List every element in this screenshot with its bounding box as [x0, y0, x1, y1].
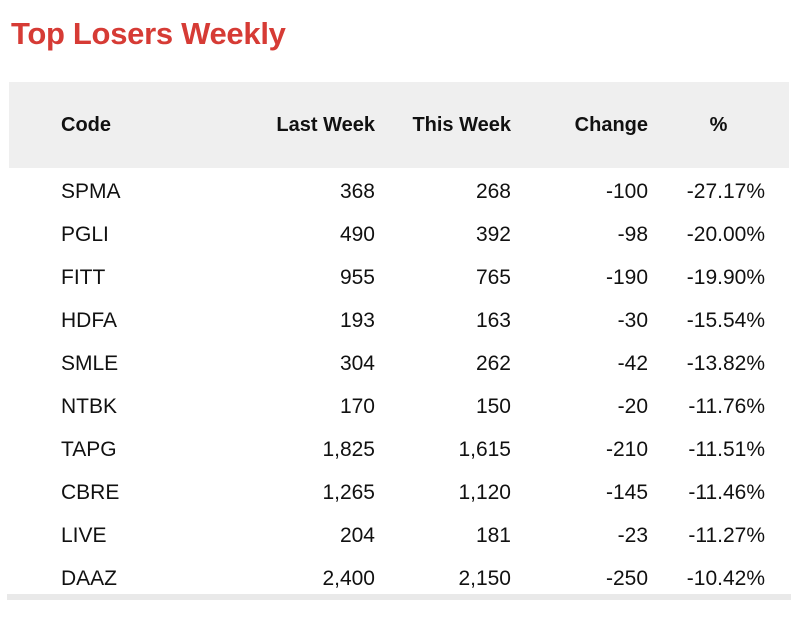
cell-this-week: 1,615: [458, 437, 511, 461]
cell-percent: -11.76%: [688, 394, 765, 418]
cell-this-week: 2,150: [458, 566, 511, 590]
cell-change: -250: [605, 566, 648, 590]
cell-percent: -10.42%: [686, 566, 765, 590]
cell-percent: -19.90%: [686, 265, 765, 289]
cell-percent: -11.27%: [688, 523, 765, 547]
cell-this-week: 1,120: [458, 480, 511, 504]
cell-change: -30: [617, 308, 648, 332]
cell-last-week: 193: [339, 308, 375, 332]
cell-last-week: 304: [339, 351, 375, 375]
cell-this-week: 262: [475, 351, 511, 375]
cell-last-week: 204: [339, 523, 375, 547]
table-body: SPMA 368 268 -100 -27.17% PGLI 490 392 -…: [9, 168, 789, 600]
table-row: FITT 955 765 -190 -19.90%: [9, 256, 789, 299]
cell-this-week: 392: [475, 222, 511, 246]
cell-change: -100: [605, 179, 648, 203]
table-row: DAAZ 2,400 2,150 -250 -10.42%: [9, 557, 789, 600]
table-row: PGLI 490 392 -98 -20.00%: [9, 213, 789, 256]
table-bottom-border: [7, 594, 791, 600]
page-title: Top Losers Weekly: [11, 16, 286, 51]
cell-change: -190: [605, 265, 648, 289]
cell-code: DAAZ: [61, 566, 118, 590]
cell-this-week: 163: [475, 308, 511, 332]
cell-code: SMLE: [61, 351, 119, 375]
table-row: NTBK 170 150 -20 -11.76%: [9, 385, 789, 428]
cell-code: PGLI: [61, 222, 109, 246]
cell-last-week: 1,825: [322, 437, 375, 461]
header-percent: %: [709, 113, 728, 136]
cell-this-week: 765: [475, 265, 511, 289]
table-row: TAPG 1,825 1,615 -210 -11.51%: [9, 428, 789, 471]
cell-percent: -11.51%: [688, 437, 765, 461]
cell-code: NTBK: [61, 394, 118, 418]
table-row: SMLE 304 262 -42 -13.82%: [9, 342, 789, 385]
cell-code: LIVE: [61, 523, 107, 547]
cell-this-week: 268: [475, 179, 511, 203]
cell-code: CBRE: [61, 480, 120, 504]
losers-table-container: Code Last Week This Week Change % SPMA 3…: [9, 82, 789, 600]
table-row: CBRE 1,265 1,120 -145 -11.46%: [9, 471, 789, 514]
cell-code: SPMA: [61, 179, 121, 203]
cell-last-week: 490: [339, 222, 375, 246]
cell-change: -145: [605, 480, 648, 504]
cell-percent: -27.17%: [686, 179, 765, 203]
cell-change: -23: [617, 523, 648, 547]
table-row: HDFA 193 163 -30 -15.54%: [9, 299, 789, 342]
cell-last-week: 2,400: [322, 566, 375, 590]
cell-change: -98: [617, 222, 648, 246]
cell-code: FITT: [61, 265, 106, 289]
header-this-week: This Week: [412, 113, 511, 136]
cell-this-week: 150: [475, 394, 511, 418]
cell-change: -210: [605, 437, 648, 461]
table-row: SPMA 368 268 -100 -27.17%: [9, 168, 789, 213]
cell-code: TAPG: [61, 437, 117, 461]
cell-change: -42: [617, 351, 648, 375]
table-header: Code Last Week This Week Change %: [9, 82, 789, 168]
cell-code: HDFA: [61, 308, 118, 332]
cell-last-week: 170: [339, 394, 375, 418]
cell-change: -20: [617, 394, 648, 418]
cell-percent: -11.46%: [688, 480, 765, 504]
table-row: LIVE 204 181 -23 -11.27%: [9, 514, 789, 557]
header-row: Code Last Week This Week Change %: [9, 82, 789, 168]
cell-last-week: 955: [339, 265, 375, 289]
header-code: Code: [61, 113, 111, 136]
losers-table: Code Last Week This Week Change % SPMA 3…: [9, 82, 789, 600]
cell-last-week: 1,265: [322, 480, 375, 504]
cell-percent: -15.54%: [686, 308, 765, 332]
header-change: Change: [574, 113, 648, 136]
header-last-week: Last Week: [276, 113, 375, 136]
cell-percent: -20.00%: [686, 222, 765, 246]
cell-this-week: 181: [475, 523, 511, 547]
cell-last-week: 368: [339, 179, 375, 203]
cell-percent: -13.82%: [686, 351, 765, 375]
